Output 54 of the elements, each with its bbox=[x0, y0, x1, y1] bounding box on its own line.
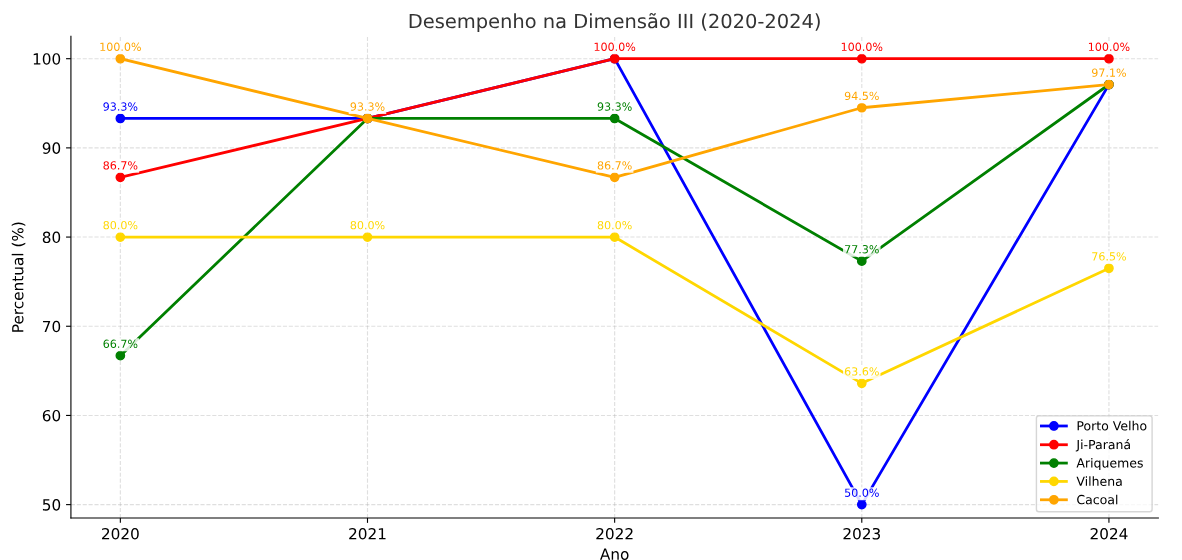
data-label: 76.5% bbox=[1092, 252, 1126, 261]
point bbox=[856, 378, 867, 389]
point bbox=[856, 102, 867, 113]
y-tick-label: 100 bbox=[33, 53, 61, 65]
x-axis-title: Ano bbox=[600, 548, 629, 560]
y-axis-title: Percentual (%) bbox=[11, 222, 26, 332]
point bbox=[1104, 53, 1114, 64]
x-tick-label: 2024 bbox=[1090, 527, 1128, 540]
data-label: 86.7% bbox=[103, 161, 138, 170]
point bbox=[856, 256, 867, 267]
y-tick-label: 80 bbox=[42, 231, 61, 244]
legend-label: Vilhena bbox=[1076, 476, 1122, 486]
data-label: 100.0% bbox=[100, 42, 141, 51]
y-tick-label: 70 bbox=[43, 320, 61, 333]
point bbox=[362, 232, 373, 242]
data-label: 86.7% bbox=[597, 161, 632, 170]
point bbox=[609, 232, 620, 242]
point bbox=[115, 232, 126, 242]
point bbox=[856, 53, 867, 64]
legend-label: Porto Velho bbox=[1077, 420, 1147, 431]
y-tick-label: 90 bbox=[42, 142, 61, 154]
data-label: 100.0% bbox=[594, 42, 636, 51]
data-label: 97.1% bbox=[1091, 68, 1126, 77]
x-tick-label: 2021 bbox=[349, 527, 386, 540]
data-label: 50.0% bbox=[844, 488, 879, 497]
chart-title: Desempenho na Dimensão III (2020-2024) bbox=[409, 12, 820, 33]
point bbox=[115, 350, 126, 361]
y-tick-label: 60 bbox=[42, 409, 61, 422]
data-label: 63.6% bbox=[844, 367, 879, 376]
x-tick-label: 2020 bbox=[102, 527, 139, 540]
point bbox=[609, 113, 620, 124]
point bbox=[115, 53, 126, 64]
x-tick-label: 2023 bbox=[843, 527, 880, 540]
data-label: 77.3% bbox=[845, 245, 879, 254]
data-label: 100.0% bbox=[841, 42, 883, 51]
legend-label: Ji-Paraná bbox=[1075, 439, 1130, 452]
y-tick-label: 50 bbox=[42, 499, 61, 511]
point bbox=[856, 499, 867, 510]
point bbox=[115, 113, 126, 124]
data-label: 66.7% bbox=[103, 339, 138, 348]
legend-label: Cacoal bbox=[1077, 494, 1118, 505]
data-label: 94.5% bbox=[844, 91, 879, 101]
x-tick-label: 2022 bbox=[596, 527, 633, 540]
data-label: 80.0% bbox=[597, 220, 632, 230]
data-label: 93.3% bbox=[103, 102, 138, 111]
legend-label: Ariquemes bbox=[1076, 457, 1143, 471]
data-label: 100.0% bbox=[1088, 42, 1130, 51]
data-label: 93.3% bbox=[597, 102, 632, 111]
point bbox=[609, 172, 620, 183]
point bbox=[1104, 263, 1114, 274]
data-label: 80.0% bbox=[103, 220, 138, 230]
data-label: 80.0% bbox=[350, 220, 385, 230]
data-label: 93.3% bbox=[350, 102, 385, 111]
point bbox=[115, 172, 126, 183]
